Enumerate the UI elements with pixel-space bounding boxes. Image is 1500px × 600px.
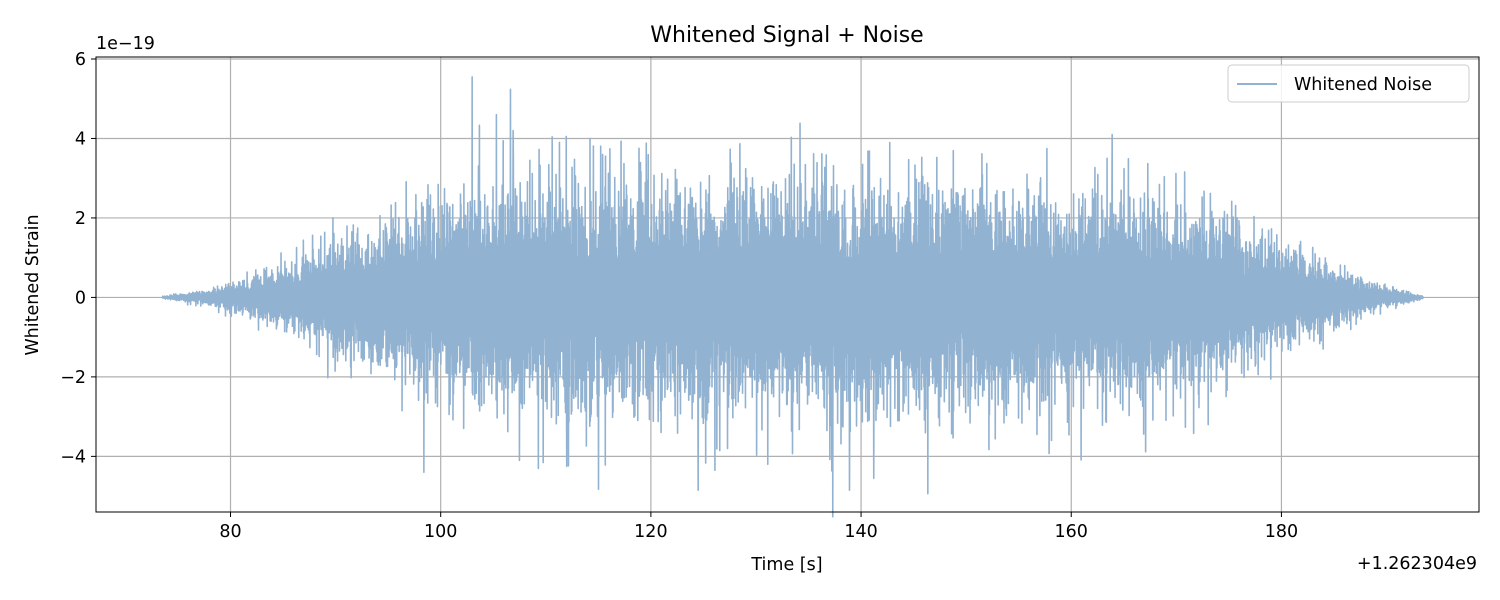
x-tick-label: 140 xyxy=(844,522,877,542)
x-tick-label: 120 xyxy=(634,522,667,542)
x-axis-ticks: 80 100 120 140 160 180 xyxy=(219,512,1298,542)
legend-box xyxy=(1227,64,1470,103)
y-axis-ticks: −4 −2 0 2 4 6 xyxy=(60,50,96,467)
y-tick-label: −2 xyxy=(60,368,86,388)
x-tick-label: 180 xyxy=(1265,522,1298,542)
y-tick-label: −4 xyxy=(60,447,86,467)
y-scale-label: 1e−19 xyxy=(96,34,155,54)
y-tick-label: 2 xyxy=(75,209,86,229)
x-offset-label: +1.262304e9 xyxy=(1357,554,1477,574)
axes-frame xyxy=(95,56,1480,513)
x-tick-label: 80 xyxy=(219,522,241,542)
x-axis-label: Time [s] xyxy=(750,555,822,575)
chart-title: Whitened Signal + Noise xyxy=(650,23,923,48)
y-axis-label: Whitened Strain xyxy=(23,214,43,355)
x-tick-label: 100 xyxy=(424,522,457,542)
y-tick-label: 6 xyxy=(75,50,86,70)
legend: Whitened Noise xyxy=(1227,64,1470,103)
legend-label: Whitened Noise xyxy=(1294,75,1432,95)
y-tick-label: 4 xyxy=(75,129,86,149)
x-tick-label: 160 xyxy=(1055,522,1088,542)
y-tick-label: 0 xyxy=(75,288,86,308)
series-whitened-noise xyxy=(161,76,1425,518)
plot-area xyxy=(161,76,1425,518)
